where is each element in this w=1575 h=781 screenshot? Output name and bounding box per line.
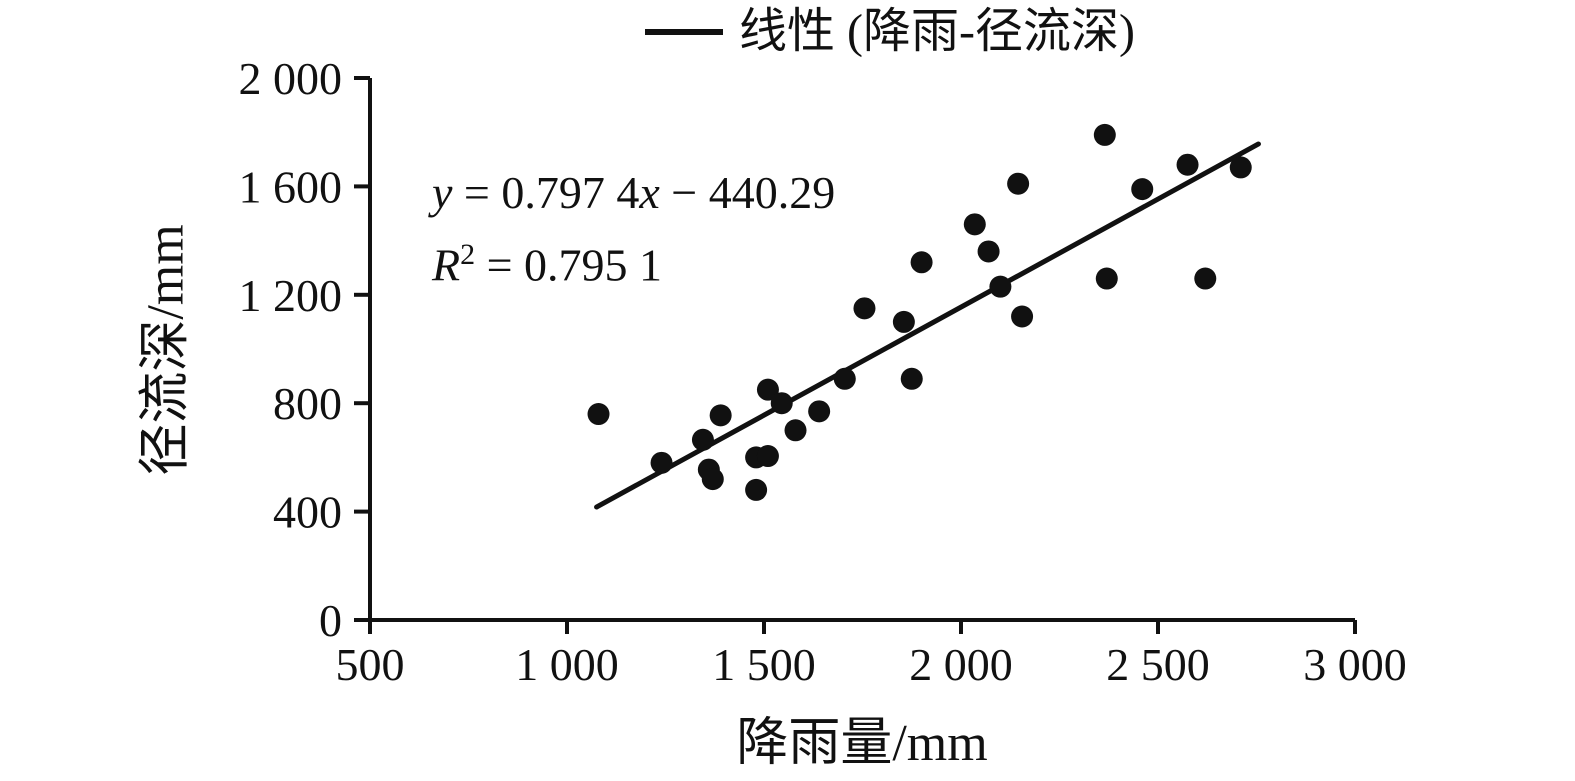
y-tick-label: 2 000 (239, 53, 343, 104)
data-point (701, 468, 724, 491)
data-point (650, 451, 673, 474)
x-tick-label: 2 500 (1106, 639, 1210, 690)
data-point (1176, 153, 1199, 176)
data-point (1131, 178, 1154, 201)
data-point (1011, 305, 1034, 328)
x-axis-label: 降雨量/mm (736, 715, 988, 772)
x-tick-label: 2 000 (909, 639, 1013, 690)
legend: 线性 (降雨-径流深) (645, 6, 1135, 58)
data-point (691, 428, 714, 451)
equation-annotation: y = 0.797 4x − 440.29 R2 = 0.795 1 (432, 162, 835, 296)
r-squared-base: R (432, 239, 461, 291)
y-tick-label: 1 200 (239, 270, 343, 321)
y-tick-label: 800 (273, 378, 342, 429)
data-point (756, 445, 779, 468)
data-point (1194, 267, 1217, 290)
y-tick-label: 400 (273, 487, 342, 538)
data-point (784, 419, 807, 442)
x-tick-label: 500 (336, 639, 405, 690)
data-point (1095, 267, 1118, 290)
data-point (1093, 123, 1116, 146)
trendline-legend-swatch (645, 29, 723, 35)
r-squared-rest: = 0.795 1 (475, 239, 663, 291)
data-point (1007, 172, 1030, 195)
x-tick-label: 3 000 (1303, 639, 1407, 690)
y-tick-label: 0 (319, 595, 342, 646)
data-point (989, 275, 1012, 298)
data-point (833, 367, 856, 390)
y-tick-label: 1 600 (239, 161, 343, 212)
equation-line: y = 0.797 4x − 440.29 (432, 162, 835, 224)
data-point (745, 478, 768, 501)
equation-tail: − 440.29 (659, 167, 836, 218)
trend-line (594, 141, 1261, 510)
x-tick-label: 1 000 (515, 639, 619, 690)
data-point (892, 310, 915, 333)
data-point (770, 392, 793, 415)
data-point (709, 404, 732, 427)
data-point (910, 251, 933, 274)
legend-label: 线性 (降雨-径流深) (739, 5, 1135, 58)
r-squared-line: R2 = 0.795 1 (432, 224, 835, 296)
data-point (756, 378, 779, 401)
x-tick-label: 1 500 (712, 639, 816, 690)
data-point (1229, 156, 1252, 179)
equation-var-x: x (639, 167, 660, 218)
data-point (808, 400, 831, 423)
equation-var-y: y (432, 167, 453, 218)
data-point (963, 213, 986, 236)
data-point (587, 403, 610, 426)
r-squared-sup: 2 (460, 238, 476, 271)
equation-mid: = 0.797 4 (452, 167, 640, 218)
data-point (977, 240, 1000, 263)
data-point (853, 297, 876, 320)
data-point (900, 367, 923, 390)
